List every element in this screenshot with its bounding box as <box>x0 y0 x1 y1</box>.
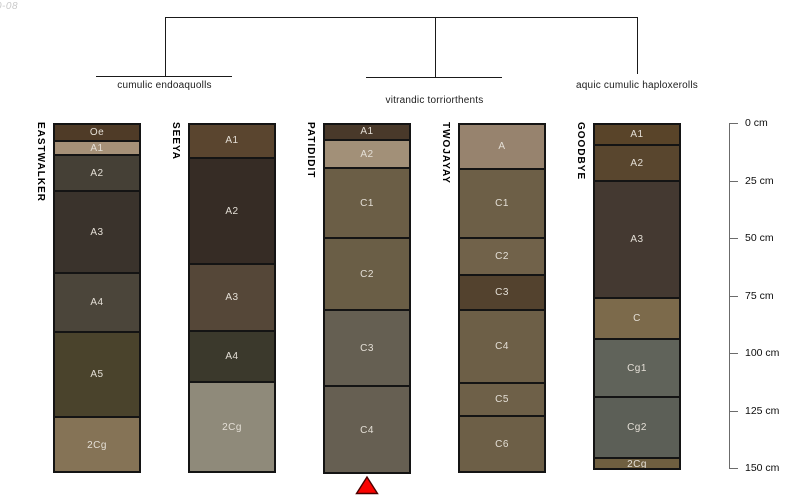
horizon: A3 <box>53 191 141 273</box>
horizon: C <box>593 298 681 339</box>
horizon: A2 <box>593 145 681 181</box>
horizon: C5 <box>458 383 546 416</box>
horizon-label: 2Cg <box>627 458 647 470</box>
depth-tick-label: 100 cm <box>745 347 780 359</box>
horizon-label: A2 <box>630 157 644 169</box>
horizon: A3 <box>188 264 276 331</box>
date-stamp: 0-08 <box>0 1 19 12</box>
horizon: Cg2 <box>593 397 681 458</box>
horizon-label: C5 <box>495 394 509 405</box>
horizon-label: A3 <box>630 234 644 245</box>
dendrogram-group-bar <box>96 76 232 77</box>
depth-tick-label: 125 cm <box>745 405 780 417</box>
horizon-label: Cg2 <box>627 422 647 433</box>
horizon: C1 <box>323 168 411 238</box>
horizon-label: C2 <box>360 268 374 280</box>
profile-name-label: SEEYA <box>170 122 181 160</box>
horizon-label: C3 <box>360 342 374 354</box>
profile-name-label: GOODBYE <box>575 122 586 181</box>
horizon-label: A4 <box>225 351 239 362</box>
depth-tick <box>730 468 738 469</box>
horizon-label: Cg1 <box>627 362 647 374</box>
dendrogram-vertical <box>165 17 166 76</box>
horizon: Oe <box>53 123 141 141</box>
depth-tick-label: 0 cm <box>745 117 768 129</box>
horizon-label: C1 <box>360 197 374 209</box>
horizon: C4 <box>323 386 411 474</box>
depth-tick <box>730 353 738 354</box>
horizon-label: Oe <box>89 126 105 138</box>
depth-tick <box>730 411 738 412</box>
horizon-label: A1 <box>630 128 644 140</box>
horizon: C3 <box>323 310 411 386</box>
horizon-label: C <box>633 313 641 324</box>
horizon: C2 <box>323 238 411 310</box>
horizon: C6 <box>458 416 546 473</box>
horizon-label: A1 <box>90 142 104 154</box>
horizon: 2Cg <box>53 417 141 473</box>
profile-name-label: EASTWALKER <box>35 122 46 202</box>
horizon-label: A2 <box>225 205 239 217</box>
horizon: C1 <box>458 169 546 238</box>
horizon: A5 <box>53 332 141 417</box>
horizon-label: C3 <box>495 287 509 298</box>
group-label-aquic-cumulic-haploxerolls: aquic cumulic haploxerolls <box>576 80 698 91</box>
horizon: C4 <box>458 310 546 383</box>
horizon: A2 <box>323 140 411 168</box>
depth-tick-label: 75 cm <box>745 290 774 302</box>
horizon-label: A1 <box>225 135 239 146</box>
horizon: Cg1 <box>593 339 681 397</box>
dendrogram-vertical <box>435 17 436 77</box>
horizon-label: C4 <box>495 341 509 352</box>
horizon: A2 <box>188 158 276 264</box>
depth-tick-label: 25 cm <box>745 175 774 187</box>
horizon: A3 <box>593 181 681 298</box>
dendrogram-vertical <box>637 17 638 74</box>
horizon: A1 <box>188 123 276 158</box>
depth-tick <box>730 296 738 297</box>
red-triangle-marker-icon <box>355 475 379 494</box>
horizon-label: A3 <box>225 292 239 303</box>
horizon: A4 <box>188 331 276 382</box>
horizon-label: C4 <box>360 424 374 436</box>
horizon-label: A1 <box>360 126 374 137</box>
horizon: C3 <box>458 275 546 310</box>
horizon: A1 <box>53 141 141 155</box>
depth-axis-line <box>729 123 730 469</box>
horizon-label: C1 <box>495 198 509 209</box>
horizon: A <box>458 123 546 169</box>
horizon-label: 2Cg <box>222 422 242 433</box>
horizon: 2Cg <box>188 382 276 473</box>
horizon-label: A4 <box>90 297 104 308</box>
horizon: C2 <box>458 238 546 275</box>
horizon-label: A2 <box>90 167 104 179</box>
dendrogram-group-bar <box>366 77 502 78</box>
group-label-vitrandic-torriorthents: vitrandic torriorthents <box>385 95 484 106</box>
horizon: A1 <box>593 123 681 145</box>
horizon-label: C2 <box>495 251 509 262</box>
horizon-label: 2Cg <box>87 439 107 451</box>
depth-tick <box>730 123 738 124</box>
dendrogram-top-bar <box>164 17 637 18</box>
depth-tick <box>730 181 738 182</box>
horizon: A1 <box>323 123 411 140</box>
horizon-label: A5 <box>90 369 104 380</box>
depth-tick-label: 50 cm <box>745 232 774 244</box>
horizon: 2Cg <box>593 458 681 470</box>
horizon: A2 <box>53 155 141 191</box>
horizon-label: A3 <box>90 226 104 238</box>
horizon-label: A2 <box>360 148 374 160</box>
profile-name-label: TWOJAYAY <box>440 122 451 184</box>
horizon-label: A <box>498 140 506 152</box>
horizon-label: C6 <box>495 439 509 450</box>
horizon: A4 <box>53 273 141 332</box>
depth-tick <box>730 238 738 239</box>
depth-tick-label: 150 cm <box>745 462 780 474</box>
group-label-cumulic-endoaquolls: cumulic endoaquolls <box>117 80 212 91</box>
profile-name-label: PATIDIDIT <box>305 122 316 179</box>
